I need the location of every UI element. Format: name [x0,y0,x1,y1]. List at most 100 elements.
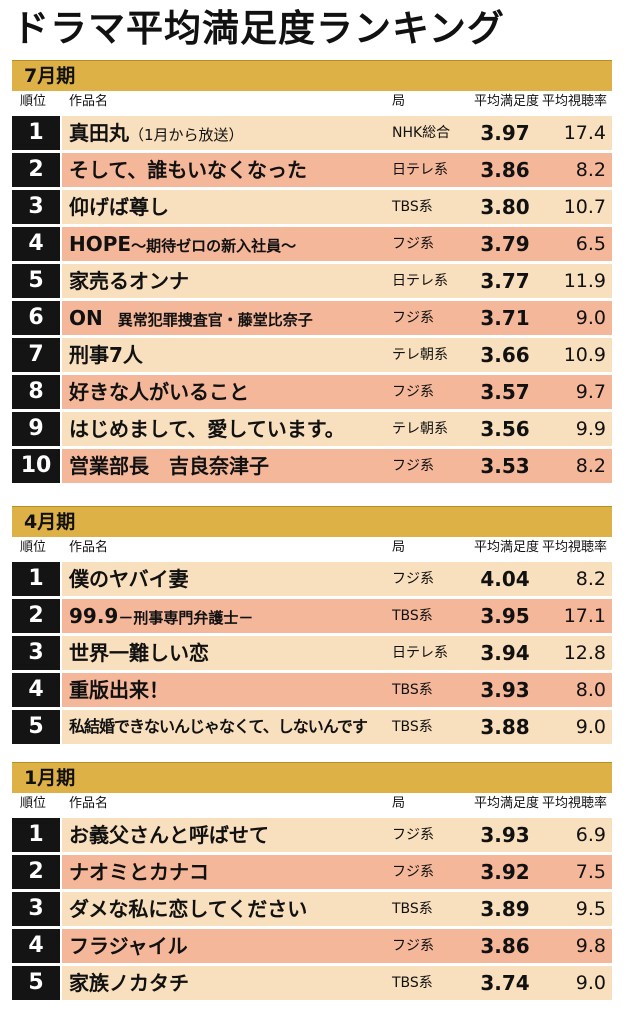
column-headers: 順位 作品名 局 平均満足度 平均視聴率 [12,793,612,815]
drama-title: 好きな人がいること [69,380,249,404]
rank-number: 5 [12,264,60,298]
rank-number: 1 [12,562,60,596]
satisfaction-score: 3.88 [480,715,530,739]
rank-number: 10 [12,449,60,483]
table-row: 2 そして、誰もいなくなった 日テレ系 3.86 8.2 [12,153,612,187]
satisfaction-score: 3.71 [480,306,530,330]
drama-title: 僕のヤバイ妻 [69,567,189,591]
viewer-rating: 8.2 [575,159,606,181]
table-row: 5 家族ノカタチ TBS系 3.74 9.0 [12,966,612,1000]
rank-number: 9 [12,412,60,446]
station: フジ系 [392,310,434,326]
viewer-rating: 11.9 [563,270,606,292]
station: TBS系 [392,682,433,698]
table-row: 2 99.9－刑事専門弁護士－ TBS系 3.95 17.1 [12,599,612,633]
col-rank: 順位 [20,540,47,555]
drama-title: 仰げば尊し [69,195,169,219]
rank-number: 5 [12,710,60,744]
col-rating: 平均視聴率 [542,540,608,555]
satisfaction-score: 3.56 [480,417,530,441]
col-rating: 平均視聴率 [542,94,608,109]
viewer-rating: 17.1 [563,605,606,627]
satisfaction-score: 3.97 [480,121,530,145]
col-rank: 順位 [20,94,47,109]
col-satisfaction: 平均満足度 [474,796,540,811]
station: TBS系 [392,901,433,917]
drama-subtitle: －刑事専門弁護士－ [118,609,254,627]
table-row: 4 重版出来！ TBS系 3.93 8.0 [12,673,612,707]
station: テレ朝系 [392,421,448,437]
rank-number: 4 [12,929,60,963]
table-row: 4 フラジャイル フジ系 3.86 9.8 [12,929,612,963]
rank-number: 6 [12,301,60,335]
station: フジ系 [392,827,434,843]
satisfaction-score: 3.80 [480,195,530,219]
drama-title: そして、誰もいなくなった [69,158,307,182]
section-header: 4月期 [12,506,612,537]
table-row: 3 仰げば尊し TBS系 3.80 10.7 [12,190,612,224]
col-work: 作品名 [69,94,109,109]
station: TBS系 [392,199,433,215]
drama-title: フラジャイル [69,934,188,958]
table-row: 1 僕のヤバイ妻 フジ系 4.04 8.2 [12,562,612,596]
drama-title: お義父さんと呼ばせて [69,823,269,847]
table-row: 4 HOPE～期待ゼロの新入社員～ フジ系 3.79 6.5 [12,227,612,261]
satisfaction-score: 3.79 [480,232,530,256]
rank-number: 3 [12,190,60,224]
viewer-rating: 8.2 [575,455,606,477]
table-row: 9 はじめまして、愛しています。 テレ朝系 3.56 9.9 [12,412,612,446]
satisfaction-score: 3.93 [480,678,530,702]
table-row: 8 好きな人がいること フジ系 3.57 9.7 [12,375,612,409]
rank-number: 8 [12,375,60,409]
station: フジ系 [392,384,434,400]
viewer-rating: 9.7 [575,381,606,403]
viewer-rating: 10.9 [563,344,606,366]
station: フジ系 [392,458,434,474]
station: TBS系 [392,975,433,991]
drama-title: 世界一難しい恋 [69,641,209,665]
viewer-rating: 7.5 [575,861,606,883]
drama-title: ナオミとカナコ [69,860,209,884]
table-row: 7 刑事7人 テレ朝系 3.66 10.9 [12,338,612,372]
viewer-rating: 9.0 [575,972,606,994]
station: フジ系 [392,236,434,252]
col-station: 局 [392,94,406,109]
drama-subtitle: 異常犯罪捜査官・藤堂比奈子 [102,311,313,329]
drama-title: 家売るオンナ [69,269,189,293]
col-satisfaction: 平均満足度 [474,540,540,555]
viewer-rating: 9.9 [575,418,606,440]
station: 日テレ系 [392,273,448,289]
drama-title: ON 異常犯罪捜査官・藤堂比奈子 [69,306,313,330]
col-work: 作品名 [69,540,109,555]
page-title: ドラマ平均満足度ランキング [12,7,505,50]
station: フジ系 [392,938,434,954]
drama-title: HOPE～期待ゼロの新入社員～ [69,232,297,256]
station: TBS系 [392,719,433,735]
section-header: 7月期 [12,60,612,91]
viewer-rating: 9.8 [575,935,606,957]
viewer-rating: 8.2 [575,568,606,590]
satisfaction-score: 3.77 [480,269,530,293]
col-work: 作品名 [69,796,109,811]
satisfaction-score: 3.89 [480,897,530,921]
drama-title: 重版出来！ [69,678,169,702]
viewer-rating: 10.7 [563,196,606,218]
satisfaction-score: 4.04 [480,567,530,591]
drama-title: 刑事7人 [69,343,143,367]
section-header: 1月期 [12,762,612,793]
station: フジ系 [392,571,434,587]
station: テレ朝系 [392,347,448,363]
station: NHK総合 [392,125,451,141]
drama-title: 家族ノカタチ [69,971,189,995]
satisfaction-score: 3.57 [480,380,530,404]
viewer-rating: 9.0 [575,307,606,329]
satisfaction-score: 3.86 [480,934,530,958]
satisfaction-score: 3.66 [480,343,530,367]
viewer-rating: 17.4 [563,122,606,144]
rank-number: 1 [12,116,60,150]
station: 日テレ系 [392,162,448,178]
satisfaction-score: 3.74 [480,971,530,995]
drama-title: ダメな私に恋してください [69,897,308,921]
satisfaction-score: 3.86 [480,158,530,182]
section-january: 1月期 順位 作品名 局 平均満足度 平均視聴率 1 お義父さんと呼ばせて フジ… [12,762,612,1000]
